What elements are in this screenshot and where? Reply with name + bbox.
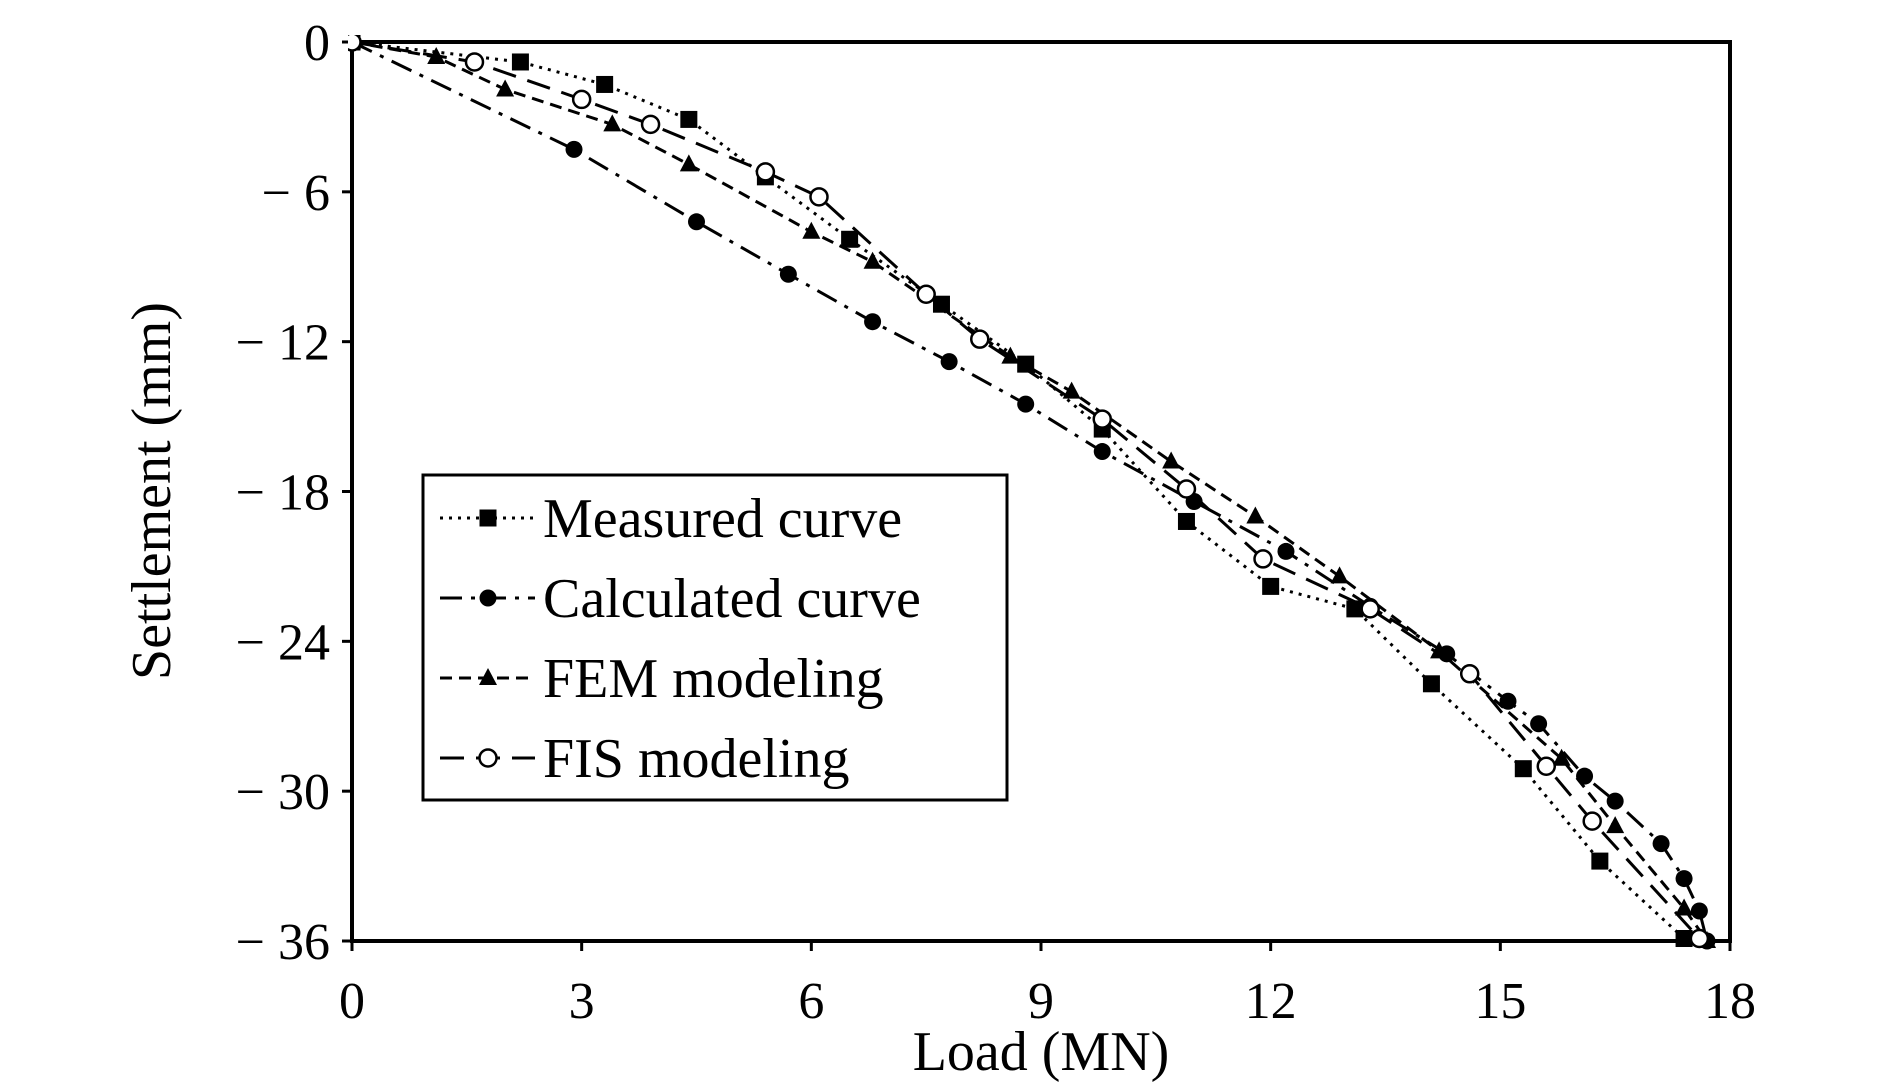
data-point-fis-modeling xyxy=(348,35,362,52)
data-point-fem-modeling xyxy=(1162,451,1181,469)
data-point-calculated-curve xyxy=(864,313,882,331)
legend-label-calculated-curve: Calculated curve xyxy=(543,568,921,630)
data-point-calculated-curve xyxy=(1690,902,1708,920)
data-point-fis-modeling xyxy=(1360,599,1380,619)
data-point-calculated-curve xyxy=(1093,443,1111,461)
legend-box xyxy=(421,473,1009,802)
data-point-measured-curve xyxy=(1514,760,1532,778)
y-tick-label: − 12 xyxy=(236,315,330,372)
chart-legend: Measured curve Calculated curve FEM mode… xyxy=(421,473,1009,802)
x-axis-ticks: 0 3 6 9 12 15 18 xyxy=(339,941,1756,1030)
data-point-fem-modeling xyxy=(1330,566,1349,584)
legend-marker-fem-modeling xyxy=(479,668,497,685)
data-point-calculated-curve xyxy=(1530,715,1548,733)
y-tick-label: 0 xyxy=(304,15,330,72)
series-fis-modeling xyxy=(348,35,1710,949)
data-point-fis-modeling xyxy=(1536,756,1557,776)
data-point-fem-modeling xyxy=(1606,816,1625,834)
data-point-fis-modeling xyxy=(809,187,829,207)
data-point-fis-modeling xyxy=(1253,549,1273,569)
data-point-fem-modeling xyxy=(496,79,515,97)
data-point-fem-modeling xyxy=(603,114,622,132)
series-line-calculated-curve xyxy=(351,40,1709,942)
data-point-calculated-curve xyxy=(1675,870,1693,888)
data-point-fis-modeling xyxy=(1582,811,1602,831)
legend-label-measured-curve: Measured curve xyxy=(543,488,902,550)
data-point-calculated-curve xyxy=(1277,542,1295,560)
x-tick-label: 18 xyxy=(1704,973,1756,1030)
data-point-fis-modeling xyxy=(916,284,936,304)
data-point-calculated-curve xyxy=(1017,395,1035,413)
data-point-measured-curve xyxy=(1262,577,1280,595)
series-layer xyxy=(348,35,1717,950)
data-point-fis-modeling xyxy=(640,114,661,135)
legend-label-fem-modeling: FEM modeling xyxy=(543,648,884,710)
data-point-fem-modeling xyxy=(679,154,698,172)
y-tick-label: − 18 xyxy=(236,465,330,522)
y-tick-label: − 6 xyxy=(262,165,330,222)
x-axis-title: Load (MN) xyxy=(913,1021,1170,1082)
y-tick-label: − 36 xyxy=(236,914,330,971)
data-point-measured-curve xyxy=(1422,675,1440,693)
data-point-measured-curve xyxy=(1017,355,1035,373)
y-tick-label: − 24 xyxy=(236,614,330,671)
data-point-fis-modeling xyxy=(464,52,485,72)
data-point-fis-modeling xyxy=(571,89,592,110)
legend-label-fis-modeling: FIS modeling xyxy=(543,728,849,790)
data-point-fem-modeling xyxy=(1552,748,1571,766)
y-axis-ticks: 0 − 6 − 12 − 18 − 24 − 30 − 36 xyxy=(236,15,352,971)
series-line-measured-curve xyxy=(351,40,1686,940)
x-tick-label: 9 xyxy=(1028,973,1054,1030)
data-point-fis-modeling xyxy=(1459,664,1480,684)
x-tick-label: 0 xyxy=(339,973,365,1030)
x-tick-label: 6 xyxy=(798,973,824,1030)
data-point-calculated-curve xyxy=(565,140,583,158)
data-point-calculated-curve xyxy=(779,265,797,283)
data-point-fem-modeling xyxy=(1246,506,1265,524)
data-point-measured-curve xyxy=(680,110,698,128)
data-point-measured-curve xyxy=(596,75,614,93)
data-point-fem-modeling xyxy=(863,251,882,269)
data-point-calculated-curve xyxy=(1499,692,1517,710)
legend-marker-fis-modeling xyxy=(478,748,498,768)
data-point-fem-modeling xyxy=(802,221,821,239)
legend-marker-calculated-curve xyxy=(479,589,497,607)
data-point-fis-modeling xyxy=(755,162,776,182)
data-point-measured-curve xyxy=(841,230,859,248)
data-point-calculated-curve xyxy=(1652,835,1670,853)
data-point-calculated-curve xyxy=(1606,792,1624,810)
legend-marker-measured-curve xyxy=(479,509,497,527)
series-fem-modeling xyxy=(348,35,1717,948)
y-axis-title: Settlement (mm) xyxy=(121,302,183,680)
data-point-fem-modeling xyxy=(1001,346,1020,364)
data-point-measured-curve xyxy=(932,295,950,313)
data-point-fis-modeling xyxy=(1092,409,1112,429)
data-point-fem-modeling xyxy=(1062,381,1081,399)
data-point-measured-curve xyxy=(1675,930,1693,948)
data-point-measured-curve xyxy=(1177,512,1195,530)
series-line-fis-modeling xyxy=(351,40,1701,940)
data-point-calculated-curve xyxy=(940,353,958,371)
y-tick-label: − 30 xyxy=(236,764,330,821)
data-point-fem-modeling xyxy=(1675,898,1694,916)
x-tick-label: 12 xyxy=(1245,973,1297,1030)
data-point-fem-modeling xyxy=(1430,641,1449,659)
data-point-measured-curve xyxy=(511,53,529,71)
x-tick-label: 3 xyxy=(569,973,595,1030)
x-tick-label: 15 xyxy=(1474,973,1526,1030)
data-point-fis-modeling xyxy=(1689,928,1710,949)
data-point-fis-modeling xyxy=(1176,479,1197,499)
data-point-calculated-curve xyxy=(688,213,705,231)
data-point-fis-modeling xyxy=(970,329,990,349)
data-point-measured-curve xyxy=(1591,852,1609,870)
